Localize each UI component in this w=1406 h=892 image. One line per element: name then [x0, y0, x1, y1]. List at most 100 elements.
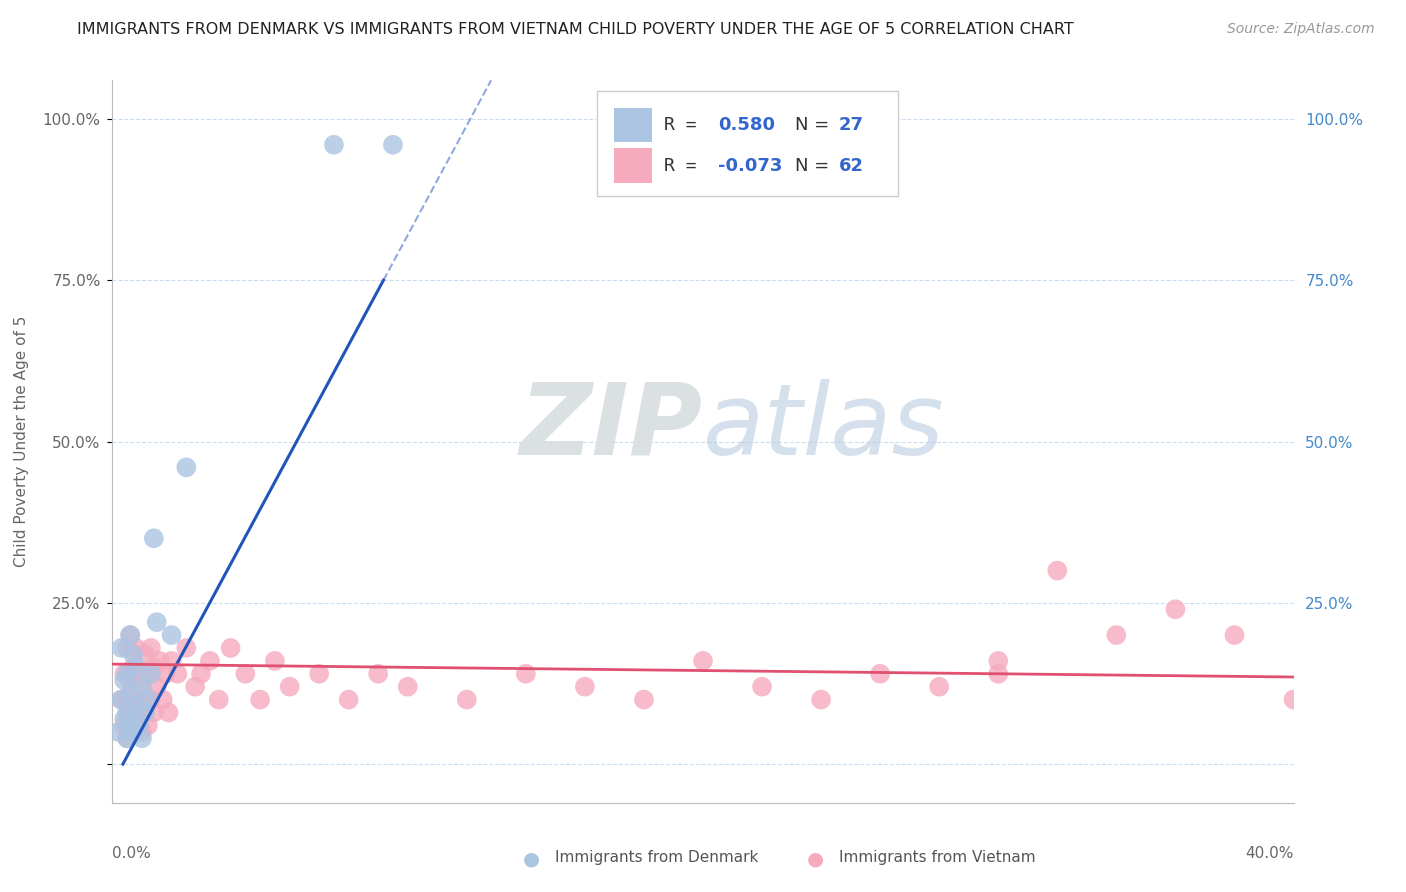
Point [184, 680, 207, 694]
Point [112, 666, 135, 681]
Point [136, 718, 159, 732]
Point [157, 706, 180, 720]
Point [1282, 692, 1305, 706]
Text: -0.073: -0.073 [718, 156, 783, 175]
Point [122, 724, 145, 739]
Point [810, 692, 832, 706]
Point [117, 731, 138, 746]
Point [382, 137, 405, 152]
Point [692, 654, 714, 668]
Point [633, 692, 655, 706]
Point [166, 666, 188, 681]
Point [146, 680, 169, 694]
Text: Immigrants from Denmark: Immigrants from Denmark [555, 850, 759, 864]
Point [134, 706, 156, 720]
Point [142, 660, 165, 674]
Point [160, 628, 183, 642]
Point [152, 692, 174, 706]
Point [120, 628, 142, 642]
Point [136, 666, 159, 681]
Point [125, 699, 148, 714]
Text: 27: 27 [839, 116, 863, 134]
Point [112, 712, 135, 726]
Point [174, 460, 197, 475]
Point [928, 680, 950, 694]
Point [174, 640, 197, 655]
Text: Source: ZipAtlas.com: Source: ZipAtlas.com [1227, 22, 1375, 37]
Point [219, 640, 242, 655]
Text: ●: ● [523, 850, 540, 869]
Point [110, 640, 132, 655]
Point [1046, 564, 1069, 578]
Point [117, 731, 138, 746]
Text: ZIP: ZIP [520, 378, 703, 475]
Point [117, 640, 138, 655]
Point [198, 654, 221, 668]
Point [131, 680, 153, 694]
Point [264, 654, 287, 668]
Text: 0.0%: 0.0% [112, 847, 152, 861]
Y-axis label: Child Poverty Under the Age of 5: Child Poverty Under the Age of 5 [14, 316, 28, 567]
Point [122, 718, 145, 732]
Point [208, 692, 231, 706]
Point [278, 680, 301, 694]
Point [125, 640, 148, 655]
Point [112, 673, 135, 688]
Point [869, 666, 891, 681]
Point [122, 660, 145, 674]
Point [120, 628, 142, 642]
Point [117, 692, 138, 706]
Point [160, 654, 183, 668]
Point [139, 692, 162, 706]
Point [146, 615, 169, 630]
Bar [614, 148, 652, 183]
Point [120, 686, 142, 700]
Point [139, 666, 162, 681]
Point [120, 718, 142, 732]
Point [136, 692, 159, 706]
Text: 62: 62 [839, 156, 863, 175]
Point [134, 699, 156, 714]
Point [987, 654, 1010, 668]
Point [110, 692, 132, 706]
Point [125, 692, 148, 706]
Point [987, 666, 1010, 681]
Point [308, 666, 330, 681]
Point [155, 666, 177, 681]
Point [128, 666, 150, 681]
Point [142, 706, 165, 720]
Text: IMMIGRANTS FROM DENMARK VS IMMIGRANTS FROM VIETNAM CHILD POVERTY UNDER THE AGE O: IMMIGRANTS FROM DENMARK VS IMMIGRANTS FR… [77, 22, 1074, 37]
Point [249, 692, 271, 706]
Point [134, 648, 156, 662]
Point [107, 724, 129, 739]
Point [323, 137, 346, 152]
Point [1223, 628, 1246, 642]
Point [456, 692, 478, 706]
Text: N =: N = [796, 116, 830, 134]
Point [233, 666, 256, 681]
Point [131, 731, 153, 746]
Text: N =: N = [796, 156, 830, 175]
Point [117, 666, 138, 681]
Point [337, 692, 360, 706]
Point [128, 712, 150, 726]
Text: Immigrants from Vietnam: Immigrants from Vietnam [839, 850, 1035, 864]
Point [125, 660, 148, 674]
Point [1105, 628, 1128, 642]
Point [131, 724, 153, 739]
Text: R =: R = [664, 156, 696, 175]
Point [120, 706, 142, 720]
Text: atlas: atlas [703, 378, 945, 475]
Point [122, 648, 145, 662]
Point [117, 706, 138, 720]
Point [139, 640, 162, 655]
Point [142, 531, 165, 545]
Point [1164, 602, 1187, 616]
Point [367, 666, 389, 681]
Point [112, 718, 135, 732]
Point [128, 718, 150, 732]
Bar [614, 108, 652, 143]
Text: 40.0%: 40.0% [1246, 847, 1294, 861]
Text: 0.580: 0.580 [718, 116, 775, 134]
Point [149, 654, 172, 668]
